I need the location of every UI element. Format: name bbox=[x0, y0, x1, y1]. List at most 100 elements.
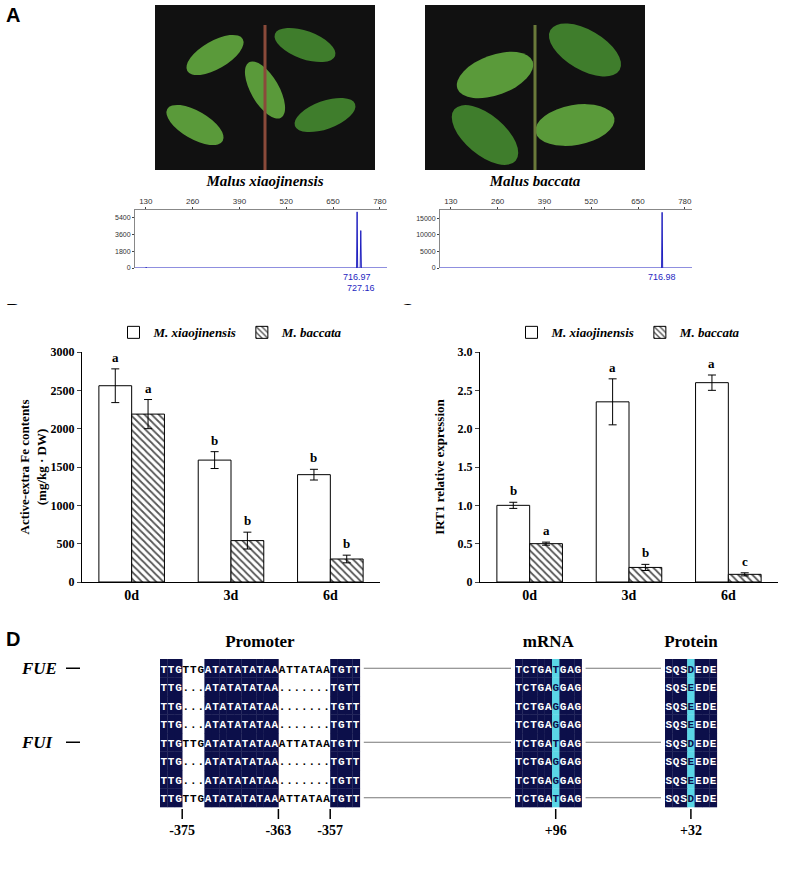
svg-text:A: A bbox=[205, 793, 212, 805]
svg-text:G: G bbox=[575, 793, 582, 805]
svg-text:T: T bbox=[353, 719, 360, 731]
svg-text:T: T bbox=[353, 756, 360, 768]
svg-text:Q: Q bbox=[673, 793, 680, 805]
svg-text:716.98: 716.98 bbox=[648, 272, 676, 282]
svg-text:T: T bbox=[257, 793, 264, 805]
svg-text:T: T bbox=[345, 664, 352, 676]
svg-text:+32: +32 bbox=[680, 823, 702, 838]
svg-text:S: S bbox=[680, 738, 687, 750]
svg-text:6d: 6d bbox=[721, 588, 736, 603]
svg-text:D: D bbox=[702, 756, 709, 768]
svg-text:T: T bbox=[286, 738, 293, 750]
svg-text:G: G bbox=[560, 682, 567, 694]
svg-text:c: c bbox=[742, 554, 748, 569]
svg-text:.: . bbox=[197, 682, 204, 694]
svg-text:.: . bbox=[183, 775, 190, 787]
svg-text:A: A bbox=[545, 775, 552, 787]
svg-text:.: . bbox=[279, 701, 286, 713]
svg-text:T: T bbox=[345, 738, 352, 750]
svg-text:T: T bbox=[530, 756, 537, 768]
svg-text:E: E bbox=[710, 756, 717, 768]
svg-text:G: G bbox=[560, 775, 567, 787]
svg-text:.: . bbox=[301, 775, 308, 787]
svg-text:A: A bbox=[323, 793, 330, 805]
svg-text:T: T bbox=[160, 719, 167, 731]
svg-text:G: G bbox=[175, 682, 182, 694]
svg-text:A: A bbox=[264, 701, 271, 713]
svg-text:A: A bbox=[567, 756, 574, 768]
svg-text:T: T bbox=[160, 775, 167, 787]
svg-text:A: A bbox=[220, 793, 227, 805]
svg-text:C: C bbox=[523, 775, 530, 787]
svg-text:0.5: 0.5 bbox=[458, 537, 473, 551]
svg-text:T: T bbox=[515, 664, 522, 676]
svg-text:.: . bbox=[183, 756, 190, 768]
svg-text:A: A bbox=[271, 756, 278, 768]
svg-text:M. baccata: M. baccata bbox=[281, 325, 342, 340]
svg-text:A: A bbox=[264, 793, 271, 805]
svg-text:.: . bbox=[197, 701, 204, 713]
svg-text:T: T bbox=[168, 756, 175, 768]
svg-text:T: T bbox=[227, 664, 234, 676]
svg-text:T: T bbox=[331, 756, 338, 768]
svg-text:T: T bbox=[353, 738, 360, 750]
svg-text:5000: 5000 bbox=[420, 248, 436, 255]
svg-text:A: A bbox=[220, 701, 227, 713]
svg-text:A: A bbox=[271, 775, 278, 787]
svg-text:D: D bbox=[688, 738, 695, 750]
svg-text:T: T bbox=[168, 719, 175, 731]
svg-text:T: T bbox=[294, 664, 301, 676]
svg-text:A: A bbox=[205, 701, 212, 713]
svg-text:G: G bbox=[175, 738, 182, 750]
svg-text:A: A bbox=[567, 775, 574, 787]
svg-text:a: a bbox=[145, 381, 152, 396]
svg-text:.: . bbox=[301, 756, 308, 768]
svg-text:T: T bbox=[212, 775, 219, 787]
svg-text:.: . bbox=[294, 719, 301, 731]
svg-text:T: T bbox=[168, 793, 175, 805]
svg-text:T: T bbox=[286, 664, 293, 676]
svg-text:T: T bbox=[242, 719, 249, 731]
svg-text:A: A bbox=[264, 664, 271, 676]
svg-text:.: . bbox=[301, 682, 308, 694]
svg-text:S: S bbox=[665, 738, 672, 750]
svg-text:A: A bbox=[545, 682, 552, 694]
svg-text:A: A bbox=[567, 701, 574, 713]
svg-text:A: A bbox=[271, 664, 278, 676]
svg-text:A: A bbox=[264, 756, 271, 768]
svg-text:E: E bbox=[710, 682, 717, 694]
svg-text:T: T bbox=[183, 738, 190, 750]
svg-text:1000: 1000 bbox=[51, 499, 75, 513]
svg-text:3000: 3000 bbox=[51, 345, 75, 359]
svg-text:T: T bbox=[353, 701, 360, 713]
svg-text:A: A bbox=[279, 793, 286, 805]
svg-text:T: T bbox=[227, 793, 234, 805]
svg-text:.: . bbox=[316, 719, 323, 731]
svg-text:S: S bbox=[665, 701, 672, 713]
svg-text:b: b bbox=[310, 450, 317, 465]
svg-text:.: . bbox=[316, 756, 323, 768]
svg-text:A: A bbox=[249, 775, 256, 787]
svg-text:.: . bbox=[197, 775, 204, 787]
svg-text:-357: -357 bbox=[317, 823, 343, 838]
svg-text:T: T bbox=[345, 756, 352, 768]
svg-text:G: G bbox=[338, 756, 345, 768]
svg-text:A: A bbox=[316, 738, 323, 750]
svg-text:E: E bbox=[695, 738, 702, 750]
svg-text:0: 0 bbox=[69, 575, 75, 589]
svg-text:.: . bbox=[323, 719, 330, 731]
svg-text:C: C bbox=[523, 719, 530, 731]
svg-text:.: . bbox=[308, 775, 315, 787]
svg-text:G: G bbox=[175, 719, 182, 731]
svg-text:.: . bbox=[286, 775, 293, 787]
svg-text:S: S bbox=[680, 719, 687, 731]
svg-text:T: T bbox=[242, 756, 249, 768]
svg-text:E: E bbox=[695, 793, 702, 805]
svg-text:5400: 5400 bbox=[115, 214, 131, 221]
svg-text:.: . bbox=[183, 719, 190, 731]
svg-text:3d: 3d bbox=[224, 588, 239, 603]
svg-text:A: A bbox=[545, 756, 552, 768]
svg-text:E: E bbox=[710, 701, 717, 713]
svg-text:T: T bbox=[530, 701, 537, 713]
svg-text:A: A bbox=[271, 719, 278, 731]
